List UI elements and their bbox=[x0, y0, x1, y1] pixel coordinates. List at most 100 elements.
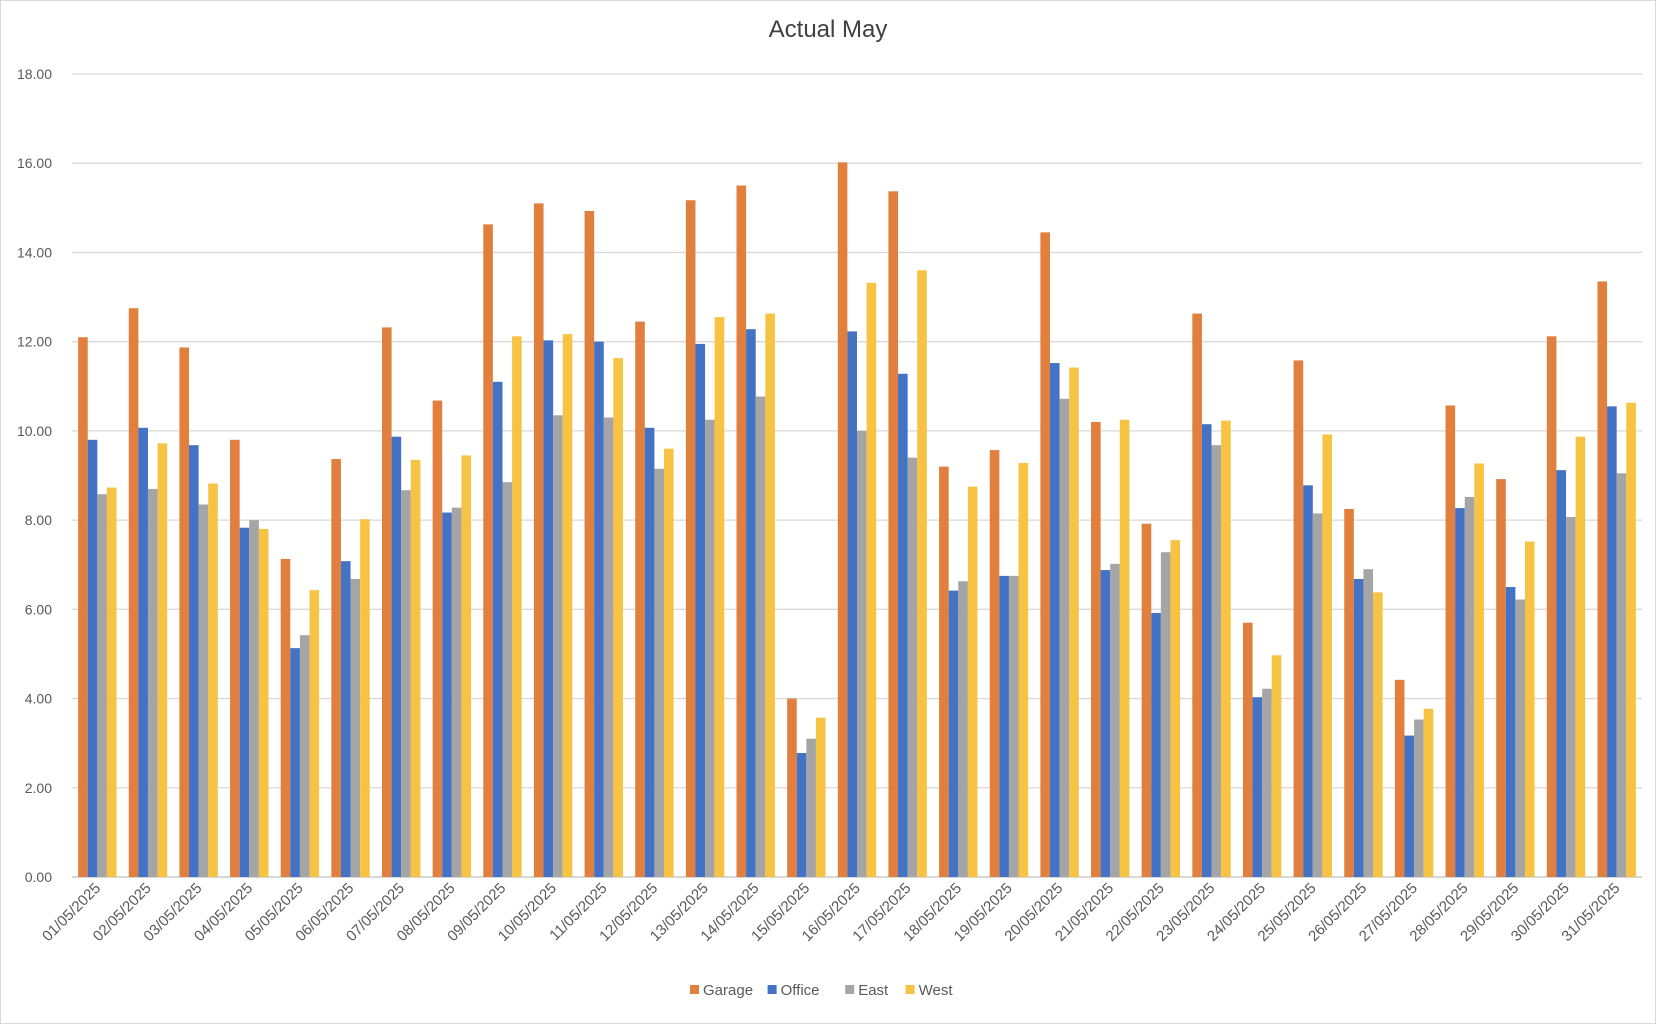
y-tick-label: 14.00 bbox=[17, 244, 52, 260]
bar-office bbox=[1303, 485, 1313, 877]
bar-garage bbox=[1293, 360, 1304, 877]
bar-east bbox=[97, 494, 107, 877]
bar-west bbox=[512, 336, 522, 877]
bar-garage bbox=[1242, 622, 1253, 877]
bar-west bbox=[1524, 541, 1535, 877]
bar-office bbox=[1556, 470, 1567, 877]
bar-west bbox=[562, 334, 573, 877]
y-tick-label: 4.00 bbox=[25, 691, 52, 707]
bar-garage bbox=[280, 558, 291, 877]
bar-office bbox=[239, 527, 250, 877]
bar-office bbox=[1100, 570, 1111, 877]
bar-east bbox=[553, 415, 563, 877]
bar-office bbox=[290, 648, 300, 877]
bar-office bbox=[189, 445, 199, 877]
bar-west bbox=[157, 443, 168, 877]
bar-west bbox=[1271, 655, 1282, 877]
chart-title: Actual May bbox=[768, 16, 888, 43]
bar-garage bbox=[1344, 508, 1354, 877]
bar-garage bbox=[1445, 405, 1456, 877]
bar-west bbox=[410, 459, 421, 877]
bar-garage bbox=[1091, 421, 1101, 877]
bar-east bbox=[1059, 398, 1070, 877]
bar-west bbox=[1018, 463, 1029, 877]
bar-garage bbox=[1192, 313, 1202, 878]
bar-east bbox=[958, 581, 968, 877]
bar-office bbox=[898, 373, 908, 877]
y-tick-label: 16.00 bbox=[17, 155, 52, 171]
bar-office bbox=[644, 427, 655, 877]
bar-garage bbox=[685, 200, 696, 877]
bar-office bbox=[1607, 406, 1617, 877]
legend-swatch-office bbox=[767, 985, 777, 994]
bar-office bbox=[138, 427, 148, 877]
bar-west bbox=[917, 270, 927, 877]
y-axis-ticks: 0.00 2.00 4.00 6.00 8.00 10.00 12.00 14.00 16.00… bbox=[17, 66, 52, 885]
legend-label-office: Office bbox=[781, 982, 820, 999]
x-axis-ticks: 01/05/202502/05/202503/05/202504/05/2025… bbox=[39, 880, 1623, 945]
bar-office bbox=[1151, 612, 1161, 877]
bar-east bbox=[1262, 688, 1272, 877]
bar-garage bbox=[331, 458, 341, 877]
bar-west bbox=[765, 313, 775, 878]
bar-office bbox=[948, 590, 959, 877]
bar-office bbox=[695, 343, 706, 877]
bar-east bbox=[249, 520, 259, 877]
bar-office bbox=[340, 561, 351, 877]
y-tick-label: 8.00 bbox=[25, 512, 52, 528]
bar-office bbox=[999, 575, 1009, 877]
bar-garage bbox=[78, 337, 88, 877]
bar-garage bbox=[1141, 523, 1152, 877]
bar-garage bbox=[1040, 232, 1050, 877]
bar-garage bbox=[179, 347, 190, 877]
bar-east bbox=[603, 417, 614, 877]
bar-west bbox=[613, 358, 623, 877]
bar-east bbox=[857, 430, 867, 877]
bar-east bbox=[1211, 445, 1222, 877]
bar-office bbox=[391, 436, 402, 877]
bar-west bbox=[1373, 592, 1383, 877]
bar-east bbox=[1160, 552, 1171, 877]
bar-office bbox=[796, 752, 807, 877]
bar-west bbox=[208, 483, 218, 877]
bar-east bbox=[654, 468, 665, 877]
bar-office bbox=[1455, 508, 1465, 877]
bar-office bbox=[442, 512, 452, 877]
bar-office bbox=[1505, 587, 1516, 877]
bar-garage bbox=[1496, 479, 1506, 877]
bar-garage bbox=[128, 308, 139, 877]
y-tick-label: 18.00 bbox=[17, 66, 52, 82]
bar-garage bbox=[1546, 336, 1557, 877]
bar-office bbox=[1353, 578, 1364, 877]
bar-garage bbox=[1394, 679, 1405, 877]
bar-office bbox=[492, 381, 503, 877]
bar-garage bbox=[939, 466, 949, 877]
bar-east bbox=[401, 490, 411, 877]
bar-east bbox=[1464, 496, 1475, 877]
bar-garage bbox=[381, 327, 392, 877]
bar-east bbox=[1414, 719, 1424, 877]
bar-west bbox=[1119, 419, 1130, 877]
bar-garage bbox=[736, 185, 747, 877]
bar-west bbox=[309, 590, 320, 877]
bar-office bbox=[594, 341, 604, 878]
bar-east bbox=[1363, 569, 1374, 877]
legend: Garage Office East West bbox=[690, 982, 953, 999]
legend-label-west: West bbox=[919, 982, 954, 999]
bar-west bbox=[1170, 540, 1181, 877]
bar-west bbox=[1474, 463, 1484, 877]
bar-garage bbox=[1597, 281, 1608, 878]
bar-garage bbox=[837, 162, 848, 877]
bar-west bbox=[967, 486, 978, 877]
bar-east bbox=[502, 482, 513, 877]
bars bbox=[78, 162, 1636, 878]
bar-garage bbox=[787, 698, 797, 877]
bar-east bbox=[451, 507, 462, 877]
bar-garage bbox=[888, 191, 899, 878]
y-tick-label: 12.00 bbox=[17, 334, 52, 350]
bar-west bbox=[1322, 434, 1333, 877]
legend-label-garage: Garage bbox=[703, 982, 753, 999]
bar-west bbox=[1069, 367, 1079, 877]
bar-west bbox=[714, 317, 725, 877]
